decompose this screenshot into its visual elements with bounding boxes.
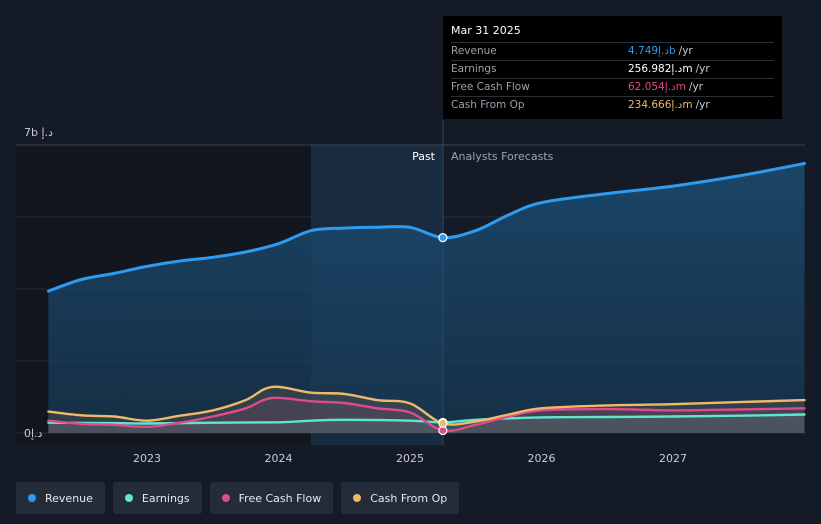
tooltip-row-label: Revenue [451, 45, 497, 57]
legend-item-earnings[interactable]: Earnings [112, 482, 202, 514]
tooltip-row-unit: /yr [678, 45, 693, 57]
past-label: Past [412, 150, 436, 163]
legend: Revenue Earnings Free Cash Flow Cash Fro… [16, 482, 460, 514]
legend-label: Free Cash Flow [238, 491, 322, 505]
tooltip-markers [438, 233, 448, 436]
tooltip-date: Mar 31 2025 [451, 24, 521, 37]
legend-item-free-cash-flow[interactable]: Free Cash Flow [209, 482, 334, 514]
earnings-line [47, 413, 806, 425]
free-cash-flow-line [47, 396, 806, 433]
x-tick-label: 2026 [528, 452, 556, 465]
revenue-marker [438, 233, 448, 243]
tooltip-row-unit: /yr [688, 81, 703, 93]
tooltip-row-value: 234.666د.إm [628, 99, 693, 111]
cash-from-op-line [47, 385, 806, 426]
legend-dot-icon [124, 494, 133, 502]
x-tick-label: 2023 [133, 452, 161, 465]
x-tick-label: 2027 [659, 452, 687, 465]
legend-item-cash-from-op[interactable]: Cash From Op [341, 482, 460, 514]
legend-item-revenue[interactable]: Revenue [16, 482, 105, 514]
tooltip-row-unit: /yr [695, 99, 710, 111]
tooltip-row-value: 4.749د.إb [628, 45, 676, 57]
legend-dot-icon [28, 494, 36, 502]
tooltip-row-free-cash-flow: Free Cash Flow 62.054د.إm /yr [451, 78, 774, 96]
x-axis: 2023 2024 2025 2026 2027 [133, 452, 687, 465]
revenue-line [46, 162, 806, 293]
legend-dot-icon [221, 494, 230, 502]
y-tick-label: 7b د.إ [24, 126, 53, 139]
x-tick-label: 2025 [396, 452, 424, 465]
tooltip-row-cash-from-op: Cash From Op 234.666د.إm /yr [451, 96, 774, 114]
forecast-label: Analysts Forecasts [451, 150, 554, 163]
earnings-area [48, 414, 805, 433]
revenue-area [48, 163, 805, 433]
legend-label: Earnings [141, 491, 190, 505]
tooltip-row-value: 256.982د.إm [628, 63, 693, 75]
tooltip-row-value: 62.054د.إm [628, 81, 686, 93]
legend-label: Revenue [45, 491, 93, 505]
free-cash-flow-area [48, 397, 805, 433]
tooltip-row-label: Free Cash Flow [451, 81, 530, 93]
tooltip-row-label: Earnings [451, 63, 497, 75]
tooltip-row-unit: /yr [695, 63, 710, 75]
tooltip-row-revenue: Revenue 4.749د.إb /yr [451, 42, 774, 60]
tooltip-row-label: Cash From Op [451, 99, 525, 111]
x-tick-label: 2024 [265, 452, 293, 465]
legend-label: Cash From Op [370, 491, 448, 505]
tooltip: Mar 31 2025 Revenue 4.749د.إb /yr Earnin… [443, 16, 782, 119]
series-lines [46, 162, 806, 433]
legend-dot-icon [353, 494, 362, 502]
y-tick-label: 0د.إ [24, 427, 43, 440]
tooltip-row-earnings: Earnings 256.982د.إm /yr [451, 60, 774, 78]
y-axis: 0د.إ 7b د.إ [24, 126, 53, 440]
cash-from-op-marker [438, 418, 448, 428]
